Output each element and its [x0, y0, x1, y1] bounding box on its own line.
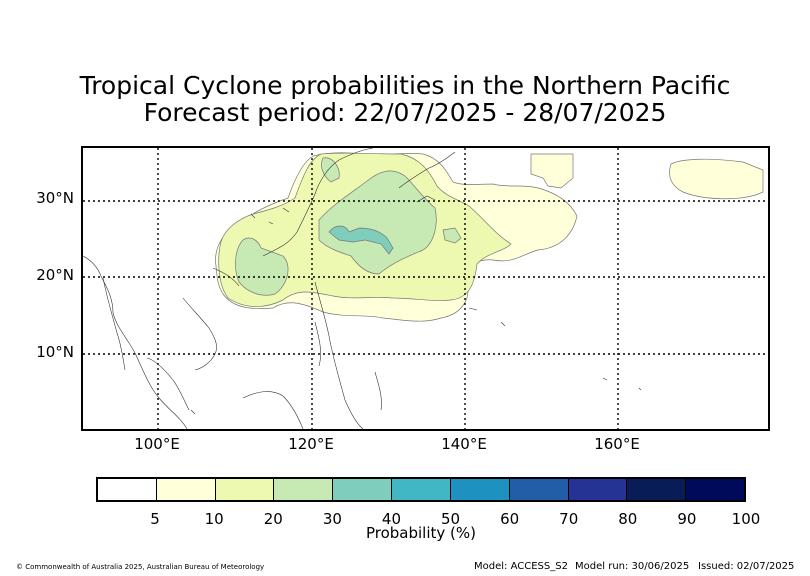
colorbar-swatch [567, 479, 627, 500]
colorbar-tick-label: 90 [677, 510, 697, 528]
lat-label-10n: 10°N [36, 343, 74, 361]
probability-colorbar [96, 477, 746, 502]
lat-label-30n: 30°N [36, 189, 74, 207]
graticule [83, 148, 768, 429]
colorbar-swatch [449, 479, 509, 500]
colorbar-tick-label: 70 [559, 510, 579, 528]
colorbar-tick-label: 40 [381, 510, 401, 528]
colorbar-tick-label: 100 [731, 510, 761, 528]
colorbar-swatch [332, 479, 392, 500]
lon-label-120e: 120°E [288, 435, 334, 453]
copyright-notice: © Commonwealth of Australia 2025, Austra… [16, 563, 265, 571]
colorbar-tick-label: 80 [618, 510, 638, 528]
colorbar-label: Probability (%) [365, 524, 477, 542]
colorbar-swatch [685, 479, 744, 500]
lon-label-140e: 140°E [441, 435, 487, 453]
colorbar-swatch [155, 479, 215, 500]
colorbar-swatch [626, 479, 686, 500]
colorbar-tick-label: 30 [322, 510, 342, 528]
forecast-period: Forecast period: 22/07/2025 - 28/07/2025 [143, 98, 667, 127]
contour-30-40 [328, 225, 394, 255]
map-title: Tropical Cyclone probabilities in the No… [79, 71, 731, 100]
colorbar-swatch [214, 479, 274, 500]
model-name: Model: ACCESS_S2 [474, 561, 568, 572]
colorbar-tick-label: 60 [500, 510, 520, 528]
colorbar-swatch [391, 479, 450, 500]
lon-label-100e: 100°E [134, 435, 180, 453]
coastlines [83, 148, 642, 429]
lat-label-20n: 20°N [36, 266, 74, 284]
colorbar-swatch [508, 479, 568, 500]
colorbar-tick-label: 10 [204, 510, 224, 528]
colorbar-tick-label: 5 [150, 510, 160, 528]
probability-map [81, 146, 770, 431]
colorbar-swatch [98, 479, 156, 500]
model-run-date: Model run: 30/06/2025 [575, 561, 690, 572]
lon-label-160e: 160°E [594, 435, 640, 453]
contour-20-30 [235, 157, 462, 296]
colorbar-swatch [273, 479, 333, 500]
issued-date: Issued: 02/07/2025 [698, 561, 795, 572]
colorbar-tick-label: 20 [263, 510, 283, 528]
colorbar-tick-label: 50 [440, 510, 461, 528]
